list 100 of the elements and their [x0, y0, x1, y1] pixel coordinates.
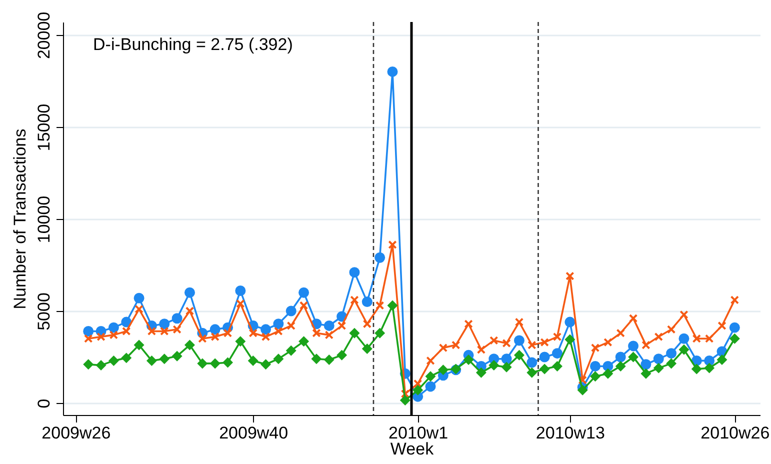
point — [514, 318, 524, 326]
point — [578, 376, 587, 384]
point — [654, 332, 663, 342]
point — [235, 336, 246, 347]
point — [552, 348, 562, 359]
point — [628, 314, 638, 323]
y-axis-title: Number of Transactions — [10, 128, 30, 310]
point — [438, 364, 448, 376]
point — [666, 325, 676, 334]
point — [539, 364, 550, 374]
y-tick-label: 10000 — [34, 196, 54, 244]
point — [426, 356, 435, 366]
point — [452, 340, 460, 350]
point — [298, 336, 310, 347]
point — [121, 316, 132, 328]
y-tick-label: 20000 — [34, 12, 54, 60]
point — [349, 267, 360, 278]
point — [729, 322, 740, 333]
x-axis-title: Week — [390, 440, 434, 458]
point — [564, 334, 576, 345]
point — [388, 240, 397, 250]
point — [400, 389, 410, 398]
point — [615, 352, 626, 362]
point — [172, 313, 182, 324]
point — [336, 350, 348, 360]
point — [172, 325, 182, 334]
point — [680, 310, 688, 320]
point — [653, 354, 664, 364]
point — [299, 301, 308, 310]
point — [108, 355, 119, 366]
point — [490, 336, 498, 345]
point — [134, 292, 144, 304]
point — [83, 359, 94, 370]
point — [400, 395, 410, 406]
point — [590, 343, 600, 352]
point — [121, 352, 132, 364]
point — [273, 354, 284, 364]
point — [476, 367, 486, 378]
point — [566, 272, 574, 280]
point — [374, 328, 386, 338]
point — [96, 332, 106, 342]
point — [147, 326, 156, 336]
point — [298, 287, 310, 298]
point — [615, 360, 626, 372]
point — [222, 357, 233, 368]
point — [678, 344, 690, 355]
point — [134, 340, 144, 350]
point — [666, 348, 677, 359]
point — [172, 350, 182, 362]
point — [640, 368, 652, 379]
point — [387, 66, 398, 77]
point — [108, 322, 119, 333]
point — [704, 334, 714, 343]
point — [730, 296, 740, 304]
point — [109, 330, 118, 340]
point — [590, 371, 600, 382]
point — [692, 334, 701, 343]
point — [235, 286, 246, 296]
point — [640, 359, 652, 370]
x-tick-label: 2010w13 — [536, 424, 605, 442]
point — [375, 301, 384, 310]
point — [464, 320, 473, 328]
x-tick-label: 2010w1 — [388, 424, 448, 442]
point — [488, 360, 500, 371]
point — [539, 352, 550, 362]
point — [552, 332, 562, 342]
point — [324, 320, 334, 331]
annotation: D-i-Bunching = 2.75 (.392) — [93, 35, 293, 54]
point — [463, 354, 474, 366]
point — [425, 381, 436, 392]
point — [653, 362, 664, 374]
point — [528, 340, 536, 350]
y-tick-label: 5000 — [34, 292, 54, 330]
point — [223, 328, 232, 338]
point — [286, 321, 296, 330]
point — [564, 316, 576, 328]
point — [324, 354, 334, 366]
point — [122, 326, 131, 336]
point — [260, 359, 272, 370]
point — [286, 345, 296, 356]
point — [387, 300, 398, 311]
point — [540, 338, 549, 347]
x-tick-label: 2009w26 — [42, 424, 111, 442]
point — [604, 338, 612, 347]
point — [96, 360, 106, 371]
point — [210, 324, 220, 335]
point — [590, 360, 600, 372]
point — [236, 299, 245, 308]
point — [210, 358, 220, 369]
point — [642, 340, 650, 350]
point — [248, 328, 258, 338]
point — [476, 345, 486, 354]
point — [260, 324, 272, 335]
y-tick-label: 0 — [34, 398, 54, 408]
point — [349, 328, 360, 338]
point — [526, 367, 538, 378]
y-tick-label: 15000 — [34, 104, 54, 152]
point — [501, 354, 512, 364]
point — [159, 318, 170, 330]
point — [286, 306, 296, 316]
